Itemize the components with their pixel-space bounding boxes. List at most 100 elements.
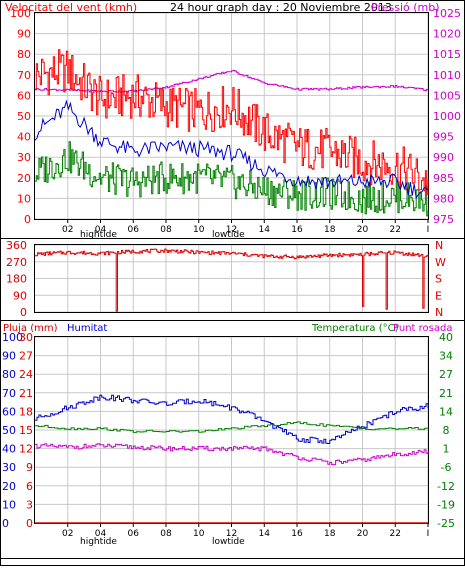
temperature-tick: 27 bbox=[439, 368, 453, 381]
wind-time-tick-label: 22 bbox=[390, 225, 401, 235]
climate-time-tick-label: 04 bbox=[95, 529, 107, 539]
lowtide-label-top: lowtide bbox=[212, 230, 245, 240]
pressure-tick: 1000 bbox=[433, 110, 461, 123]
direction-compass-tick: N bbox=[435, 306, 443, 319]
humidity-tick: 30 bbox=[2, 461, 16, 474]
rain-tick: 3 bbox=[26, 498, 33, 511]
temperature-tick: 21 bbox=[439, 387, 453, 400]
direction-degree-tick: 90 bbox=[13, 289, 27, 302]
rain-tick: 15 bbox=[19, 424, 33, 437]
humidity-tick: 0 bbox=[2, 517, 9, 530]
pressure-tick: 990 bbox=[433, 151, 454, 164]
wind-time-tick-label: 02 bbox=[62, 225, 73, 235]
climate-time-tick-label: 02 bbox=[62, 529, 73, 539]
wind-time-tick-label: 12 bbox=[226, 225, 237, 235]
humidity-tick: 90 bbox=[2, 350, 16, 363]
direction-degree-tick: 180 bbox=[6, 273, 27, 286]
humidity-line bbox=[35, 394, 429, 444]
temperature-tick: -12 bbox=[437, 480, 455, 493]
climate-left-axis: 0 10 20 30 40 50 60 70 80 90 100 0 3 6 9 12 15 18 21 24 27 30 bbox=[2, 331, 33, 530]
pressure-line bbox=[35, 69, 428, 93]
humidity-tick: 50 bbox=[2, 424, 16, 437]
temperature-tick: 8 bbox=[443, 424, 450, 437]
climate-time-tick-label: 08 bbox=[160, 529, 172, 539]
climate-temperature-axis: -25 -19 -12 -6 1 8 14 21 27 34 40 bbox=[437, 331, 455, 530]
wind-time-tick-label: 04 bbox=[95, 225, 107, 235]
wind-speed-tick: 0 bbox=[24, 213, 31, 226]
wind-gust-line bbox=[35, 49, 429, 195]
direction-panel-series bbox=[35, 248, 429, 312]
wind-time-tick-label: 08 bbox=[160, 225, 172, 235]
wind-speed-tick: 80 bbox=[17, 48, 31, 61]
rain-tick: 12 bbox=[19, 443, 33, 456]
humidity-tick: 70 bbox=[2, 387, 16, 400]
rain-tick: 27 bbox=[19, 350, 33, 363]
climate-time-tick-label: 22 bbox=[390, 529, 401, 539]
climate-time-tick-label: 12 bbox=[226, 529, 237, 539]
direction-compass-tick: E bbox=[435, 289, 442, 302]
climate-time-tick-label: 20 bbox=[357, 529, 369, 539]
dewpoint-label: Punt rosada bbox=[393, 323, 452, 334]
direction-panel-frame bbox=[34, 244, 429, 313]
wind-speed-tick: 30 bbox=[17, 151, 31, 164]
temperature-tick: -25 bbox=[437, 517, 455, 530]
pressure-tick: 995 bbox=[433, 131, 454, 144]
pressure-tick: 1025 bbox=[433, 7, 461, 20]
rain-tick: 30 bbox=[19, 331, 33, 344]
wind-low-line bbox=[35, 141, 429, 217]
humidity-tick: 10 bbox=[2, 498, 16, 511]
rain-tick: 21 bbox=[19, 387, 33, 400]
pressure-tick: 975 bbox=[433, 213, 454, 226]
hightide-label-bottom: hightide bbox=[80, 537, 117, 547]
hightide-label-top: hightide bbox=[80, 230, 117, 240]
rain-tick: 18 bbox=[19, 405, 33, 418]
climate-time-axis: 02 04 06 08 10 12 14 16 18 20 22 I bbox=[62, 523, 429, 539]
direction-degree-tick: 360 bbox=[6, 239, 27, 252]
chart-title: 24 hour graph day : 20 Noviembre 2013 bbox=[170, 1, 392, 14]
humidity-tick: 60 bbox=[2, 405, 16, 418]
humidity-tick: 40 bbox=[2, 443, 16, 456]
wind-speed-tick: 20 bbox=[17, 172, 31, 185]
pressure-label: Pressió (mb) bbox=[371, 1, 440, 14]
climate-time-tick-label: 06 bbox=[128, 529, 140, 539]
wind-time-tick-label: 18 bbox=[324, 225, 336, 235]
rain-tick: 24 bbox=[19, 368, 33, 381]
direction-compass-tick: S bbox=[435, 273, 442, 286]
temperature-tick: -19 bbox=[437, 498, 455, 511]
temperature-tick: -6 bbox=[441, 461, 452, 474]
wind-speed-tick: 10 bbox=[17, 192, 31, 205]
humidity-label: Humitat bbox=[67, 323, 107, 334]
rain-tick: 6 bbox=[26, 480, 33, 493]
wind-speed-tick: 90 bbox=[17, 28, 31, 41]
climate-time-tick-label: 10 bbox=[193, 529, 205, 539]
wind-average-line bbox=[34, 99, 429, 200]
wind-speed-tick: 70 bbox=[17, 69, 31, 82]
wind-time-axis: 02 04 06 08 10 12 14 16 18 20 22 I bbox=[62, 219, 429, 235]
wind-direction-line bbox=[35, 248, 429, 312]
pressure-tick: 1015 bbox=[433, 48, 461, 61]
temperature-tick: 40 bbox=[439, 331, 453, 344]
wind-time-tick-label: 06 bbox=[128, 225, 140, 235]
pressure-tick: 980 bbox=[433, 192, 454, 205]
climate-time-tick-label: 14 bbox=[259, 529, 271, 539]
wind-speed-label: Velocitat del vent (kmh) bbox=[5, 1, 137, 14]
climate-time-tick-label: 18 bbox=[324, 529, 336, 539]
pressure-tick: 985 bbox=[433, 172, 454, 185]
climate-time-tick-label: I bbox=[427, 529, 430, 539]
wind-panel-series bbox=[34, 49, 429, 217]
wind-speed-tick: 40 bbox=[17, 131, 31, 144]
wind-speed-tick: 100 bbox=[10, 7, 31, 20]
humidity-tick: 20 bbox=[2, 480, 16, 493]
rain-tick: 0 bbox=[26, 517, 33, 530]
direction-compass-tick: N bbox=[435, 239, 443, 252]
rain-label: Pluja (mm) bbox=[3, 323, 58, 334]
temperature-tick: 14 bbox=[439, 405, 453, 418]
lowtide-label-bottom: lowtide bbox=[212, 537, 245, 547]
humidity-tick: 100 bbox=[2, 331, 23, 344]
pressure-tick: 1010 bbox=[433, 69, 461, 82]
pressure-tick: 1020 bbox=[433, 28, 461, 41]
rain-tick: 9 bbox=[26, 461, 33, 474]
